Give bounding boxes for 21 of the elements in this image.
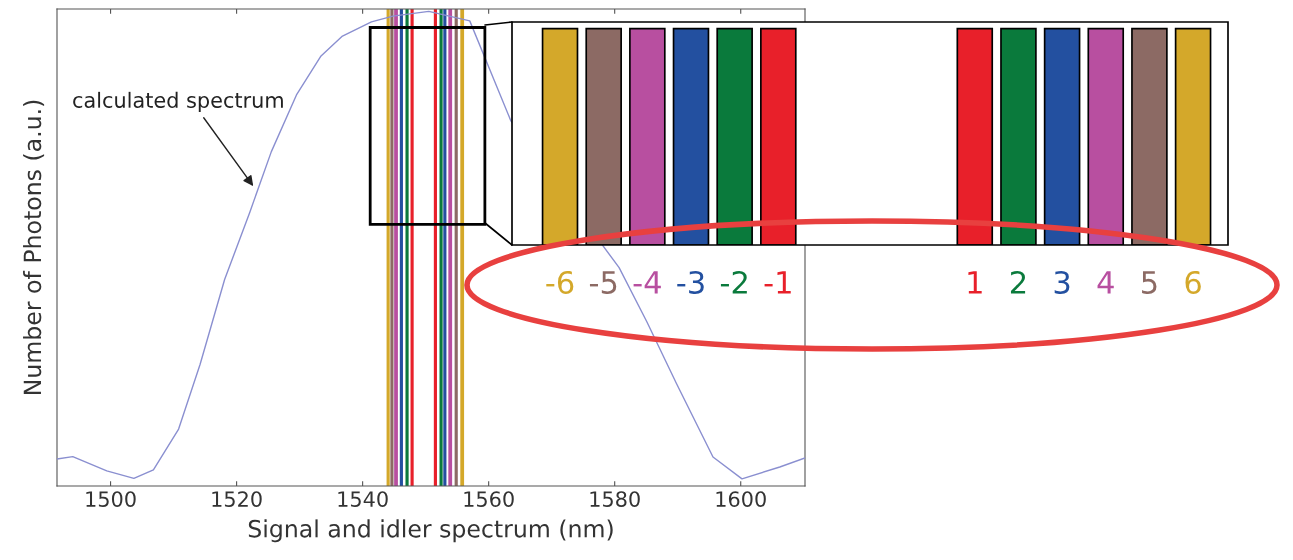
annotation: -3: [677, 270, 704, 295]
annotation: -4: [633, 271, 661, 294]
x-axis-title: Signal and idler spectrum (nm): [248, 519, 613, 543]
x-tick-label: 1560: [464, 491, 514, 507]
text: 4: [1097, 271, 1114, 294]
x-tick-label: 1520: [212, 491, 262, 507]
text: 5: [1142, 271, 1157, 295]
text: 1: [968, 271, 982, 294]
annotation: -2: [720, 270, 747, 294]
x-tick-label: 1600: [716, 491, 766, 507]
text: 3: [1054, 270, 1070, 295]
annotation: -6: [546, 270, 574, 295]
x-tick-label: 1580: [590, 491, 640, 507]
annotation: -5: [589, 271, 617, 295]
text: 2: [1010, 270, 1026, 294]
x-tick-label: 1500: [86, 491, 136, 507]
x-tick-label: 1540: [338, 491, 388, 507]
y-axis-title: Number of Photons (a.u.): [23, 100, 45, 394]
text: 6: [1185, 270, 1201, 295]
annotation: calculated spectrum: [73, 91, 283, 112]
annotation: -1: [764, 271, 791, 294]
